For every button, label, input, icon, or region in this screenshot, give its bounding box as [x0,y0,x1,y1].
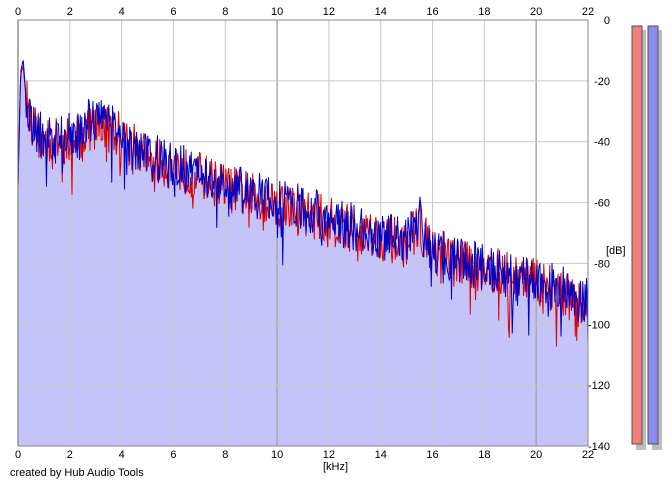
left-meter [631,25,643,445]
y-tick-label: -140 [588,441,610,453]
x-tick-label-top: 16 [426,6,438,18]
x-axis-bottom: 0 2 4 6 8 10 12 14 16 18 20 22 [15,449,594,461]
spectrum-series [17,60,589,347]
y-tick-label: -80 [594,258,610,270]
y-axis-right: 0 -20 -40 -60 -80 -100 -120 -140 [588,15,610,453]
x-tick-label-top: 0 [15,6,21,18]
spectrum-fill [18,60,588,446]
x-tick-label-top: 20 [530,6,542,18]
x-tick-label-top: 2 [67,6,73,18]
x-tick-label-bottom: 10 [271,449,283,461]
x-tick-label-bottom: 22 [582,449,594,461]
right-meter [647,25,659,445]
x-tick-label-bottom: 4 [119,449,125,461]
y-tick-label: 0 [604,15,610,27]
x-tick-label-bottom: 12 [323,449,335,461]
y-tick-label: -20 [594,76,610,88]
x-tick-label-top: 14 [375,6,387,18]
x-axis-label: [kHz] [323,461,348,473]
x-tick-label-bottom: 8 [222,449,228,461]
x-tick-label-bottom: 14 [375,449,387,461]
x-tick-label-top: 6 [170,6,176,18]
x-tick-label-bottom: 18 [478,449,490,461]
y-tick-label: -60 [594,198,610,210]
y-tick-label: -40 [594,137,610,149]
x-axis-top: 0 2 4 6 8 10 12 14 16 18 20 22 [15,6,594,18]
x-tick-label-bottom: 2 [67,449,73,461]
x-tick-label-top: 4 [119,6,125,18]
right-channel-line [17,60,589,344]
x-tick-label-top: 8 [222,6,228,18]
y-tick-label: -100 [588,319,610,331]
x-tick-label-bottom: 16 [426,449,438,461]
x-tick-label-top: 22 [582,6,594,18]
x-tick-label-top: 12 [323,6,335,18]
x-tick-label-top: 18 [478,6,490,18]
x-tick-label-bottom: 0 [15,449,21,461]
plot-border [17,19,589,447]
credit-text: created by Hub Audio Tools [10,467,144,479]
x-tick-label-bottom: 6 [170,449,176,461]
x-tick-label-top: 10 [271,6,283,18]
spectrum-area [18,60,588,446]
y-axis-label: [dB] [606,245,626,257]
x-tick-label-bottom: 20 [530,449,542,461]
y-tick-label: -120 [588,380,610,392]
